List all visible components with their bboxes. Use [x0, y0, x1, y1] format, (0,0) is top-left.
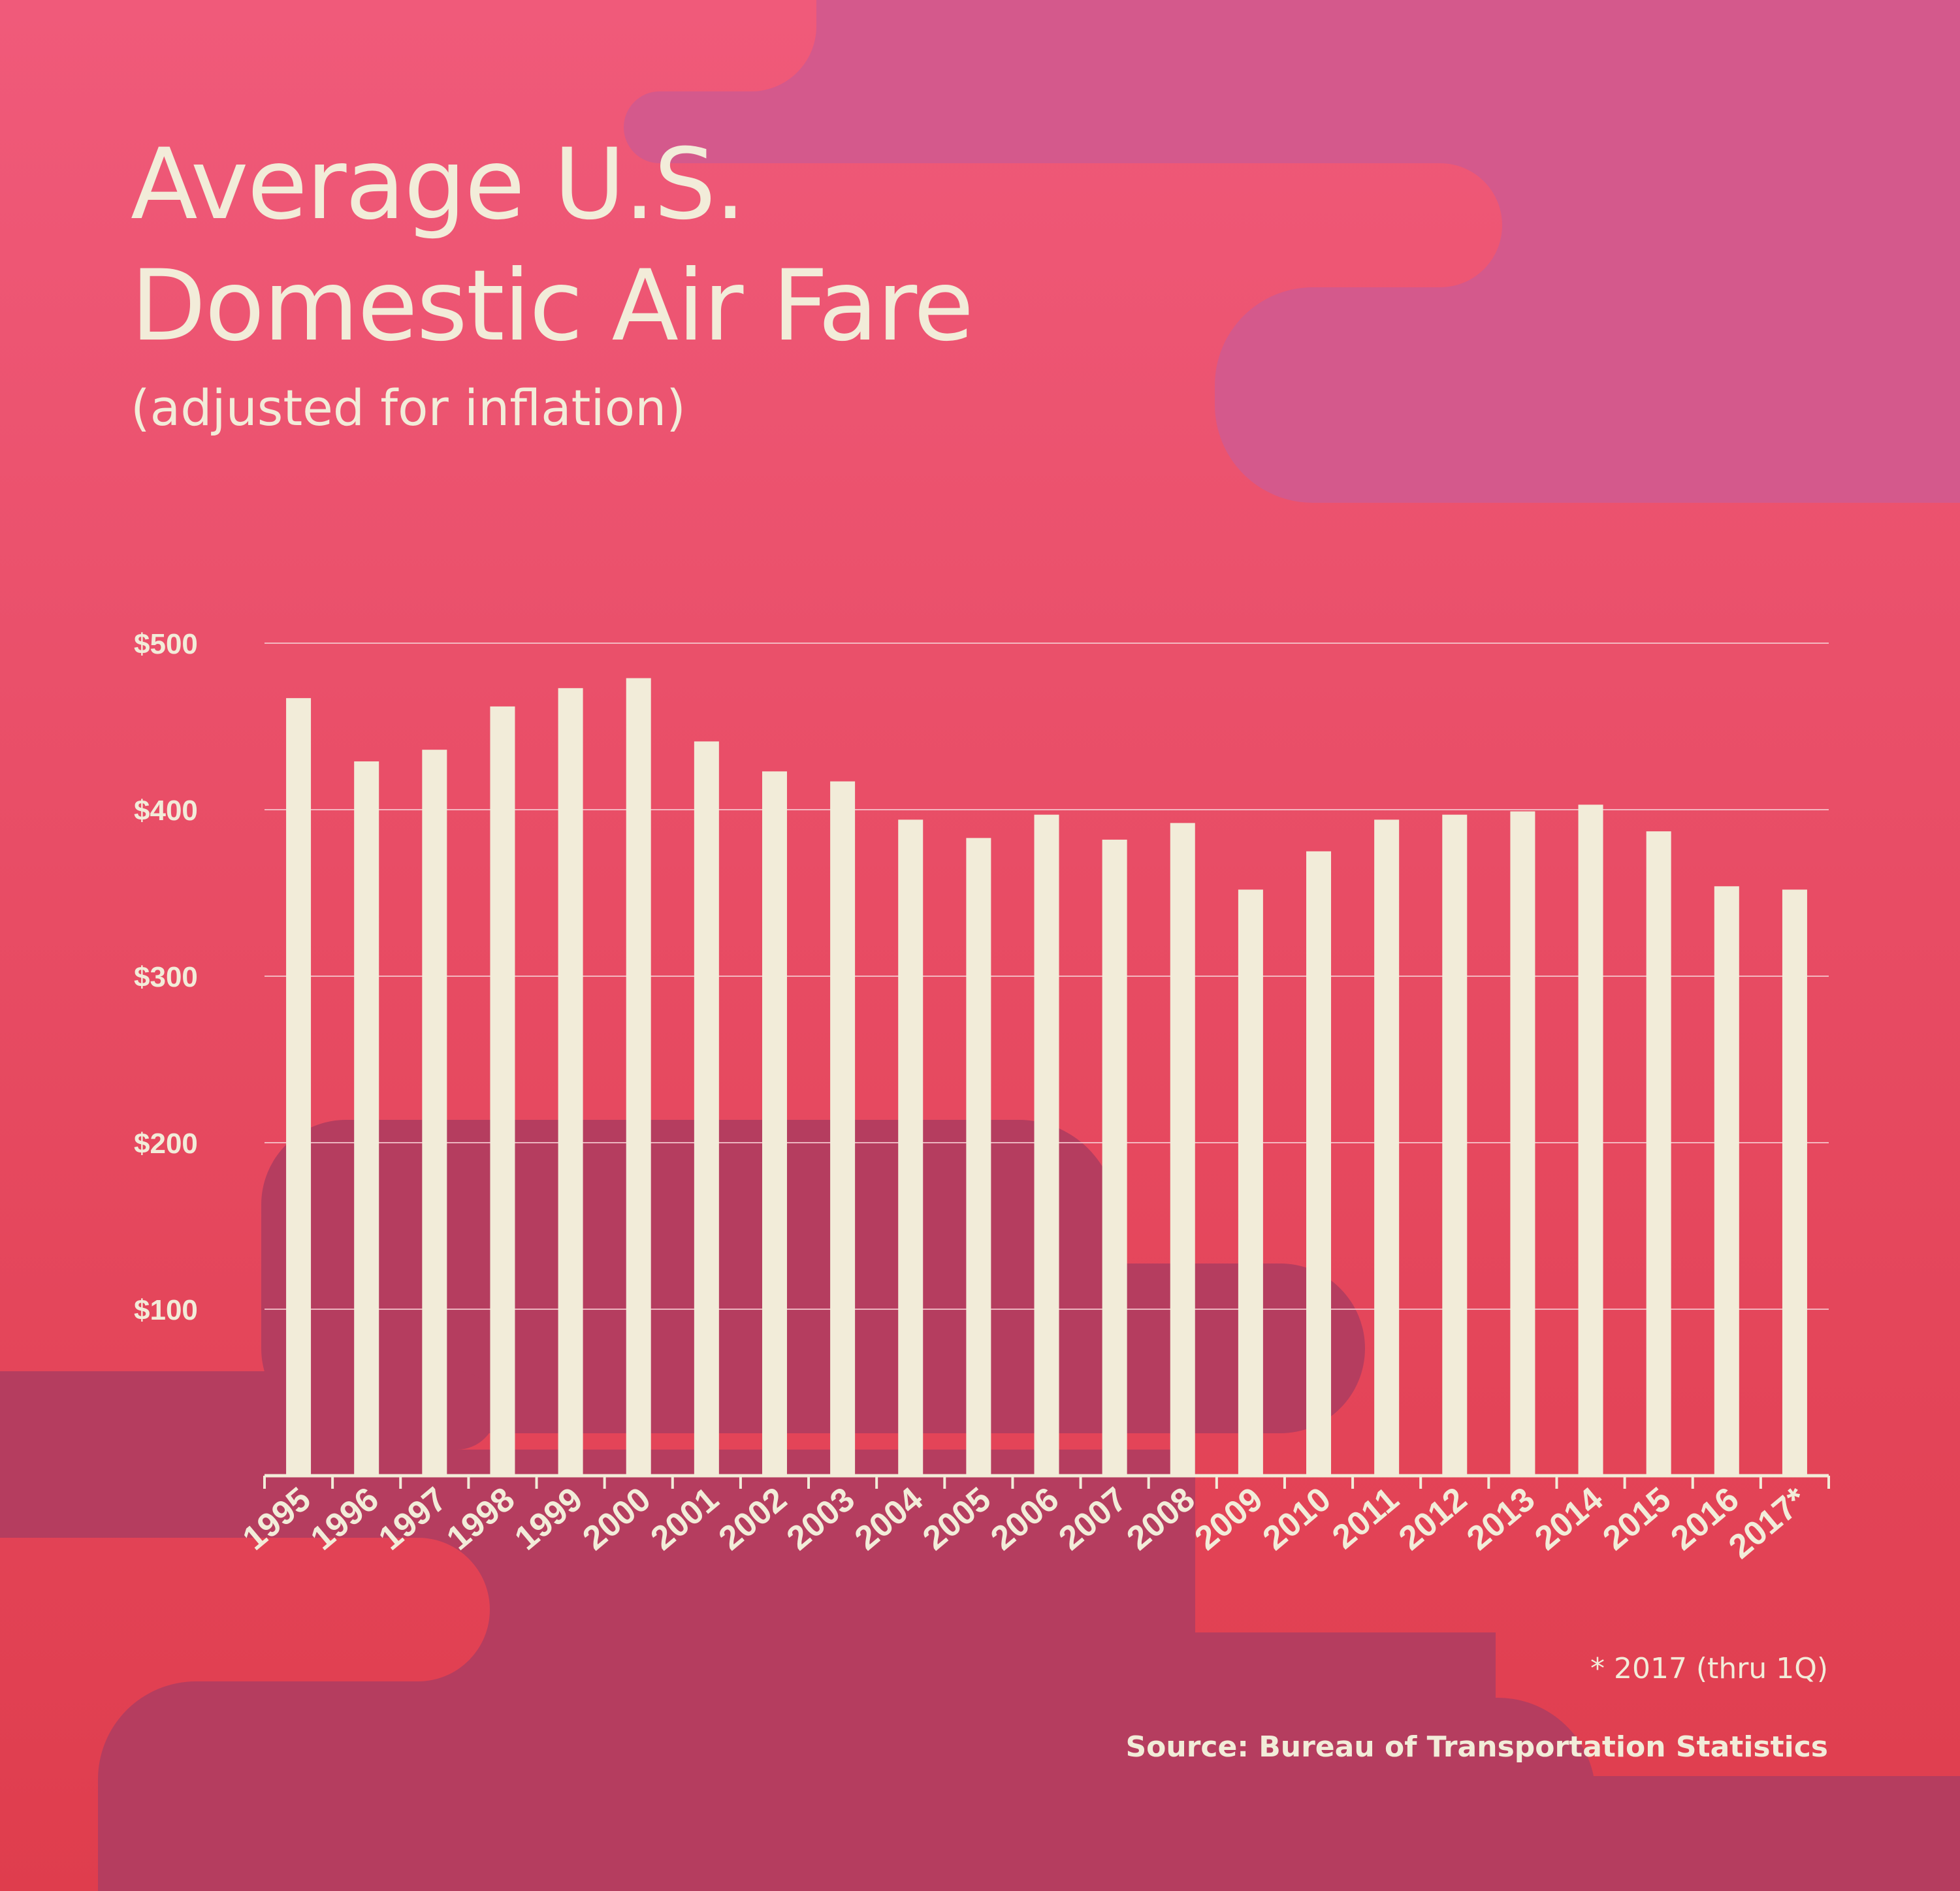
bar [1170, 823, 1195, 1476]
chart-title-line1: Average U.S. [131, 128, 746, 242]
bar [1238, 889, 1263, 1476]
x-tick-label: 2011 [1325, 1480, 1406, 1557]
x-tick-label: 2002 [712, 1480, 794, 1558]
bar [354, 761, 379, 1476]
bar [830, 781, 856, 1476]
x-axis-labels: 1995199619971998199920002001200220032004… [236, 1480, 1814, 1566]
bar [558, 688, 583, 1476]
x-tick-label: 2012 [1392, 1480, 1474, 1558]
footnote: * 2017 (thru 1Q) [1590, 1652, 1828, 1685]
bar [1306, 851, 1332, 1476]
bottom-plum-blob [0, 1371, 1960, 1891]
bar [966, 838, 991, 1476]
bar [694, 741, 719, 1476]
bars [286, 678, 1807, 1476]
bar [422, 750, 447, 1476]
x-tick-label: 1995 [236, 1480, 318, 1558]
y-tick-label: $100 [134, 1294, 198, 1326]
middle-plum-blob [261, 1120, 1365, 1433]
y-axis-labels: $100 $200 $300 $400 $500 [134, 628, 198, 1326]
x-tick-label: 2015 [1596, 1480, 1678, 1558]
chart-subtitle: (adjusted for inflation) [131, 379, 686, 437]
source-note: Source: Bureau of Transportation Statist… [1125, 1730, 1828, 1764]
bar [626, 678, 651, 1476]
y-tick-label: $300 [134, 961, 198, 993]
x-tick-label: 1999 [507, 1480, 590, 1558]
chart-title-line2: Domestic Air Fare [131, 249, 974, 363]
x-tick-label: 2004 [848, 1480, 930, 1558]
x-tick-label: 2005 [916, 1480, 998, 1558]
x-tick-label: 2008 [1120, 1480, 1202, 1558]
bar [1102, 839, 1127, 1476]
x-tick-label: 2009 [1188, 1480, 1270, 1558]
x-tick-label: 2000 [576, 1480, 658, 1558]
x-axis [263, 1474, 1830, 1489]
bar [1646, 831, 1671, 1476]
x-tick-label: 1997 [372, 1480, 454, 1558]
x-tick-label: 2010 [1256, 1480, 1338, 1558]
bar [286, 698, 312, 1476]
bar [1510, 811, 1535, 1476]
y-tick-label: $200 [134, 1128, 198, 1160]
bar [1578, 804, 1603, 1476]
bar [1782, 889, 1807, 1476]
x-tick-label: 2003 [780, 1480, 862, 1558]
bar [1442, 814, 1468, 1476]
x-tick-label: 2006 [984, 1480, 1066, 1558]
y-tick-label: $500 [134, 628, 198, 660]
bar [762, 771, 787, 1476]
x-tick-label: 2007 [1052, 1480, 1134, 1558]
x-tick-label: 2013 [1460, 1480, 1542, 1558]
x-tick-label: 1998 [440, 1480, 522, 1558]
x-tick-label: 2001 [644, 1480, 726, 1558]
x-tick-label: 2014 [1528, 1480, 1610, 1558]
y-tick-label: $400 [134, 795, 198, 827]
chart-title: Average U.S. Domestic Air Fare [131, 124, 974, 367]
bar [1374, 819, 1400, 1476]
bar [898, 819, 924, 1476]
bar [490, 706, 515, 1476]
x-tick-label: 2017* [1722, 1480, 1814, 1566]
x-tick-label: 1996 [304, 1480, 386, 1558]
bar [1034, 814, 1059, 1476]
top-violet-blob [624, 0, 1960, 503]
bar [1714, 886, 1739, 1476]
